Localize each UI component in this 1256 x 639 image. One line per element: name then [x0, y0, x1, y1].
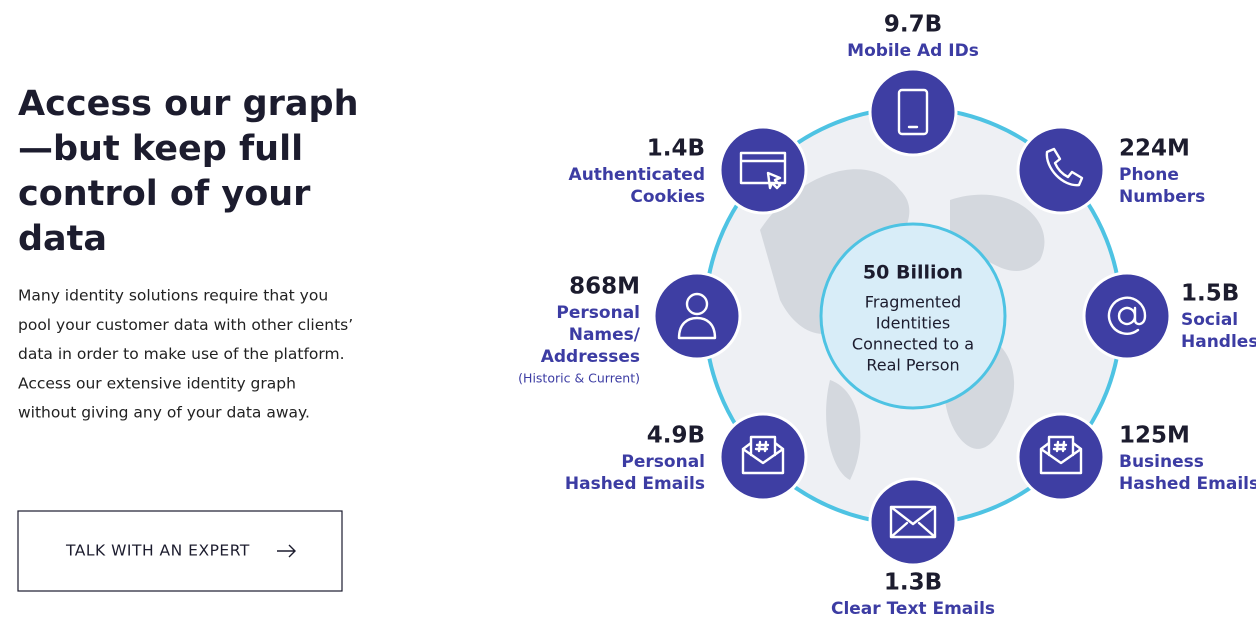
node-circle — [868, 477, 958, 567]
node-circle — [718, 412, 808, 502]
node-label: Business — [1119, 452, 1204, 472]
node-label: Names/ — [569, 325, 641, 345]
center-label: Connected to a — [852, 335, 974, 354]
node-label: Numbers — [1119, 187, 1205, 207]
node-label: Hashed Emails — [1119, 474, 1256, 494]
heading-line: control of your — [18, 174, 311, 214]
node-value: 1.5B — [1181, 281, 1239, 307]
node-circle — [718, 125, 808, 215]
heading-line: —but keep full — [18, 129, 303, 169]
node-icon — [889, 505, 937, 539]
center-label: Real Person — [866, 356, 959, 375]
node-icon — [1039, 435, 1083, 475]
node-label: Clear Text Emails — [831, 599, 995, 619]
paragraph-line: data in order to make use of the platfor… — [18, 345, 345, 363]
node-label: Authenticated — [569, 165, 705, 185]
node-label: Personal — [621, 452, 705, 472]
node-icon — [897, 88, 929, 136]
node-value: 1.4B — [647, 136, 705, 162]
paragraph-line: Many identity solutions require that you — [18, 287, 328, 305]
node-icon — [1107, 296, 1147, 335]
paragraph-line: pool your customer data with other clien… — [18, 316, 353, 334]
node-circle — [652, 271, 742, 361]
center-label: Identities — [876, 314, 950, 333]
node-label: Personal — [556, 303, 640, 323]
node-value: 125M — [1119, 423, 1190, 449]
node-note: (Historic & Current) — [518, 371, 640, 386]
node-circle — [1016, 125, 1106, 215]
node-value: 9.7B — [884, 12, 942, 38]
node-circle — [1016, 412, 1106, 502]
node-label: Cookies — [630, 187, 705, 207]
node-label: Social — [1181, 310, 1238, 330]
node-icon — [1045, 147, 1084, 187]
node-icon — [741, 435, 785, 475]
heading-line: data — [18, 219, 107, 259]
heading-line: Access our graph — [18, 84, 358, 124]
cta-arrow[interactable] — [277, 544, 296, 558]
node-label: Hashed Emails — [565, 474, 705, 494]
node-label: Mobile Ad IDs — [847, 41, 979, 61]
node-label: Phone — [1119, 165, 1179, 185]
paragraph-line: Access our extensive identity graph — [18, 374, 296, 392]
node-label: Addresses — [541, 347, 640, 367]
node-circle — [1082, 271, 1172, 361]
node-icon — [739, 151, 787, 190]
paragraph-line: without giving any of your data away. — [18, 404, 310, 422]
node-icon — [677, 292, 717, 340]
node-label: Handles — [1181, 332, 1256, 352]
center-circle — [819, 222, 1007, 410]
node-value: 4.9B — [647, 423, 705, 449]
node-value: 1.3B — [884, 570, 942, 596]
node-circle — [868, 67, 958, 157]
center-value: 50 Billion — [863, 262, 963, 284]
node-value: 868M — [569, 274, 640, 300]
center-label: Fragmented — [865, 293, 961, 312]
cta-label[interactable]: TALK WITH AN EXPERT — [65, 542, 250, 560]
node-value: 224M — [1119, 136, 1190, 162]
